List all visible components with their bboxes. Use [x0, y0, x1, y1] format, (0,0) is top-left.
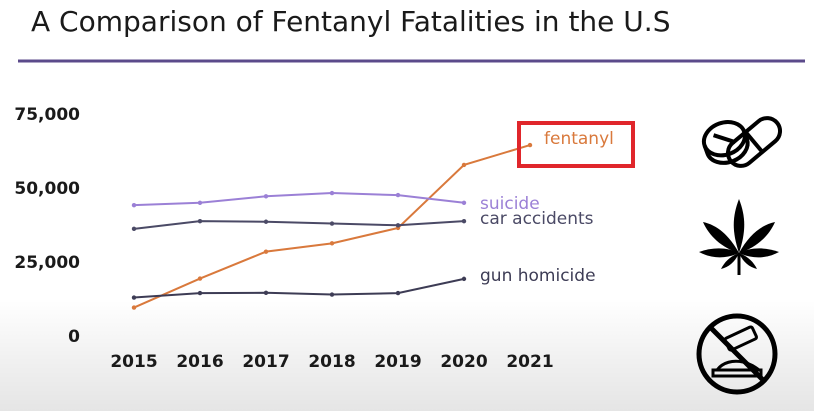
data-point — [461, 276, 467, 282]
y-tick-label: 25,000 — [14, 253, 80, 273]
data-point — [131, 226, 137, 232]
data-point — [329, 241, 335, 246]
series-label-fentanyl: fentanyl — [544, 129, 614, 149]
x-tick-label: 2015 — [110, 352, 157, 372]
y-tick-label: 0 — [68, 327, 80, 347]
data-point — [131, 202, 137, 208]
x-tick-label: 2016 — [176, 352, 223, 372]
series-label-suicide: suicide — [480, 194, 540, 214]
data-point — [263, 290, 269, 295]
pills-icon — [701, 116, 783, 168]
data-point — [263, 194, 269, 199]
data-point — [461, 162, 467, 168]
series-line-gun-homicide — [133, 277, 465, 299]
data-point — [263, 219, 269, 224]
data-point — [395, 290, 401, 296]
highlight-box — [517, 121, 635, 168]
data-point — [197, 218, 203, 224]
x-tick-label: 2019 — [374, 352, 421, 372]
data-point — [131, 295, 137, 300]
data-point — [263, 249, 269, 254]
series-label-gun-homicide: gun homicide — [480, 266, 596, 286]
data-point — [527, 142, 533, 148]
data-point — [197, 200, 203, 205]
x-tick-label: 2018 — [308, 352, 355, 372]
series-label-car-accidents: car accidents — [480, 209, 594, 229]
data-point — [131, 305, 137, 310]
data-point — [329, 190, 335, 196]
series-line-fentanyl — [133, 144, 531, 309]
y-tick-label: 75,000 — [14, 105, 80, 125]
data-point — [395, 223, 401, 228]
data-point — [329, 221, 335, 226]
data-point — [197, 290, 203, 296]
y-tick-label: 50,000 — [14, 179, 80, 199]
data-point — [461, 218, 467, 224]
x-tick-label: 2020 — [440, 352, 487, 372]
data-point — [329, 292, 335, 297]
chart-title: A Comparison of Fentanyl Fatalities in t… — [31, 5, 670, 38]
series-line-car-accidents — [133, 220, 465, 230]
x-tick-label: 2017 — [242, 352, 289, 372]
cannabis-leaf-icon — [699, 199, 779, 275]
x-tick-label: 2021 — [506, 352, 553, 372]
data-point — [461, 200, 467, 205]
no-drugs-icon — [696, 313, 778, 395]
series-line-suicide — [133, 192, 465, 207]
data-point — [197, 276, 203, 281]
data-point — [395, 192, 401, 198]
